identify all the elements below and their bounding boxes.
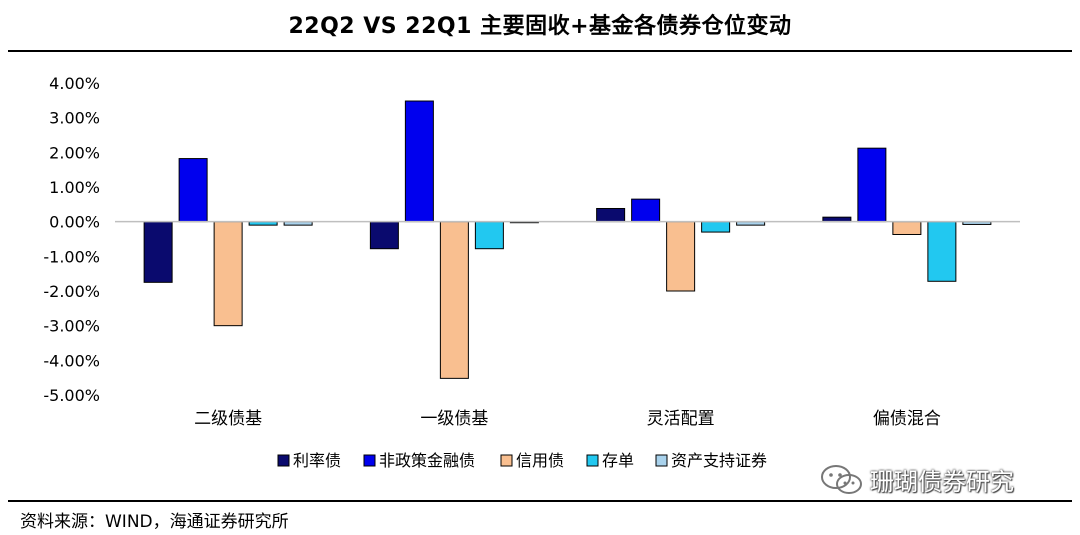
legend-label: 存单 bbox=[602, 451, 634, 470]
legend-label: 信用债 bbox=[516, 451, 564, 470]
bar bbox=[178, 158, 208, 223]
bar bbox=[892, 221, 922, 235]
y-tick-label: -4.00% bbox=[43, 351, 100, 370]
wechat-icon bbox=[821, 464, 862, 494]
bar bbox=[404, 100, 434, 223]
y-tick-label: -1.00% bbox=[43, 247, 100, 266]
y-tick-label: 1.00% bbox=[49, 178, 100, 197]
legend-label: 资产支持证券 bbox=[671, 451, 767, 470]
legend-swatch bbox=[363, 454, 376, 467]
legend-swatch bbox=[500, 454, 513, 467]
legend-swatch bbox=[586, 454, 599, 467]
watermark: 珊瑚债券研究 bbox=[820, 462, 1014, 497]
bar bbox=[927, 221, 957, 282]
bar bbox=[213, 221, 243, 327]
legend-swatch bbox=[277, 454, 290, 467]
y-tick-label: 2.00% bbox=[49, 143, 100, 162]
bar bbox=[474, 221, 504, 250]
x-category-label: 偏债混合 bbox=[873, 409, 941, 429]
bar bbox=[857, 147, 887, 223]
y-tick-label: -3.00% bbox=[43, 317, 100, 336]
bar bbox=[701, 221, 731, 233]
x-axis: 二级债基 一级债基 灵活配置 偏债混合 bbox=[115, 220, 1020, 429]
x-category-label: 一级债基 bbox=[420, 409, 488, 429]
y-tick-label: -5.00% bbox=[43, 386, 100, 405]
bar bbox=[666, 221, 696, 292]
bar bbox=[439, 221, 469, 379]
x-category-label: 灵活配置 bbox=[647, 409, 715, 429]
legend-swatch bbox=[655, 454, 668, 467]
bar bbox=[369, 221, 399, 250]
y-tick-label: 4.00% bbox=[49, 74, 100, 93]
bar bbox=[143, 221, 173, 283]
chart-title: 22Q2 VS 22Q1 主要固收+基金各债券仓位变动 bbox=[288, 14, 792, 39]
bars bbox=[143, 100, 992, 379]
watermark-text: 珊瑚债券研究 bbox=[870, 468, 1014, 496]
x-category-label: 二级债基 bbox=[194, 409, 262, 429]
source-note: 资料来源：WIND，海通证券研究所 bbox=[20, 512, 289, 532]
top-divider bbox=[8, 50, 1072, 52]
y-tick-label: 0.00% bbox=[49, 213, 100, 232]
legend: 利率债 非政策金融债 信用债 存单 资产支持证券 bbox=[277, 451, 767, 470]
bar bbox=[631, 198, 661, 223]
legend-label: 利率债 bbox=[293, 451, 341, 470]
bar-chart: 4.00% 3.00% 2.00% 1.00% 0.00% -1.00% -2.00% -3.… bbox=[43, 74, 1020, 470]
y-tick-label: 3.00% bbox=[49, 109, 100, 128]
bar bbox=[596, 207, 626, 223]
y-axis: 4.00% 3.00% 2.00% 1.00% 0.00% -1.00% -2.00% -3.… bbox=[43, 74, 100, 405]
legend-label: 非政策金融债 bbox=[379, 451, 475, 470]
bottom-divider bbox=[8, 500, 1072, 502]
y-tick-label: -2.00% bbox=[43, 282, 100, 301]
